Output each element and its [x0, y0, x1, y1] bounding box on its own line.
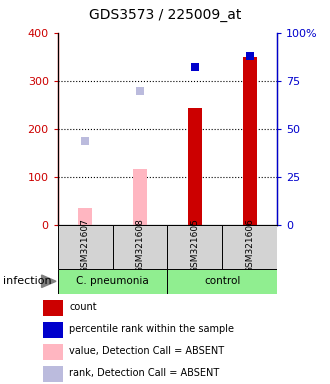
Point [247, 53, 252, 59]
Text: C. pneumonia: C. pneumonia [76, 276, 149, 286]
Text: GDS3573 / 225009_at: GDS3573 / 225009_at [89, 8, 241, 22]
Bar [168, 269, 277, 294]
Text: GSM321606: GSM321606 [245, 218, 254, 273]
Text: control: control [204, 276, 241, 286]
Bar [133, 169, 147, 225]
Text: count: count [69, 302, 97, 312]
Bar [113, 225, 168, 269]
Bar [43, 300, 63, 316]
Bar [188, 108, 202, 225]
Text: GSM321607: GSM321607 [81, 218, 90, 273]
Bar [43, 366, 63, 382]
Point [82, 137, 88, 144]
Bar [78, 208, 92, 225]
Polygon shape [42, 275, 56, 288]
Bar [43, 344, 63, 360]
Bar [58, 269, 168, 294]
Bar [222, 225, 277, 269]
Bar [243, 57, 257, 225]
Bar [168, 225, 222, 269]
Text: GSM321605: GSM321605 [190, 218, 199, 273]
Text: rank, Detection Call = ABSENT: rank, Detection Call = ABSENT [69, 368, 219, 378]
Text: value, Detection Call = ABSENT: value, Detection Call = ABSENT [69, 346, 224, 356]
Text: percentile rank within the sample: percentile rank within the sample [69, 324, 234, 334]
Text: GSM321608: GSM321608 [136, 218, 145, 273]
Point [192, 64, 198, 70]
Text: infection: infection [3, 276, 52, 286]
Point [137, 88, 143, 94]
Bar [58, 225, 113, 269]
Bar [43, 322, 63, 338]
